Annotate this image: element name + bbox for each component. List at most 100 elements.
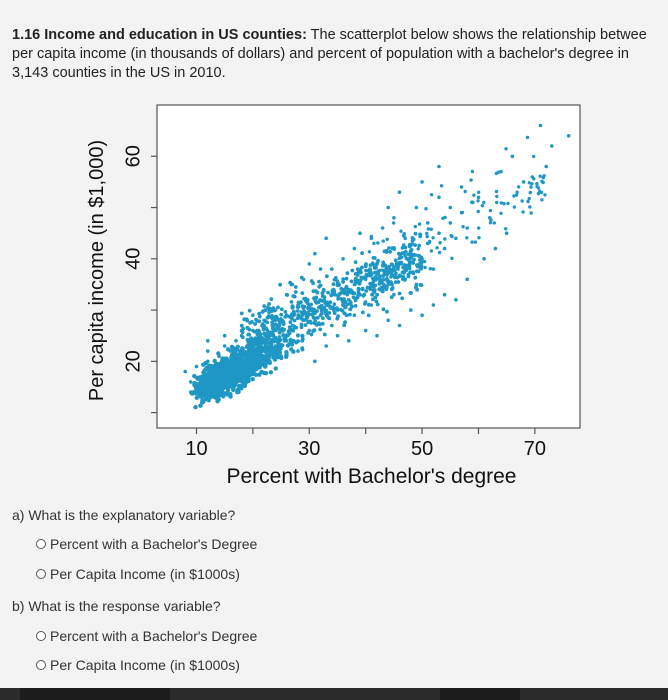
data-point (375, 272, 379, 276)
data-point (244, 317, 249, 322)
data-point (207, 367, 212, 372)
data-point (224, 366, 230, 372)
radio-button[interactable] (36, 631, 46, 641)
data-point (215, 388, 221, 394)
data-point (296, 339, 300, 344)
data-point (222, 333, 227, 338)
data-point (290, 312, 294, 316)
data-point (476, 199, 480, 203)
data-point (492, 221, 496, 225)
data-point (381, 274, 385, 278)
data-point (499, 169, 503, 174)
data-point (330, 292, 334, 297)
data-point (386, 282, 391, 286)
data-point (499, 211, 503, 215)
data-point (262, 359, 267, 364)
question-text-1: The scatterplot below shows the relation… (306, 27, 647, 43)
data-point (425, 234, 429, 239)
data-point (279, 307, 284, 312)
data-point (232, 360, 237, 365)
data-point (393, 280, 398, 284)
data-point (242, 358, 247, 363)
data-point (246, 340, 251, 345)
data-point (347, 339, 351, 343)
data-point (219, 379, 225, 384)
data-point (261, 370, 266, 375)
data-point (245, 326, 250, 330)
data-point (403, 253, 407, 258)
axes-layer: 20 40 60 10 30 50 70 (122, 145, 546, 460)
part-b-option-2[interactable]: Per Capita Income (in $1000s) (36, 657, 240, 673)
data-point (390, 246, 395, 251)
data-point (268, 333, 272, 338)
data-point (257, 311, 261, 316)
data-point (438, 241, 442, 245)
data-point (417, 222, 422, 226)
data-point (366, 313, 371, 318)
data-point (402, 264, 407, 269)
data-point (504, 227, 508, 231)
x-tick-label: 70 (524, 438, 546, 460)
data-point (385, 250, 389, 254)
data-point (409, 248, 414, 252)
bottom-bar-segment (20, 688, 170, 700)
data-point (189, 390, 193, 394)
data-point (360, 286, 365, 291)
data-point (234, 339, 238, 343)
data-point (431, 267, 436, 271)
radio-button[interactable] (36, 660, 46, 670)
data-point (381, 260, 385, 265)
data-point (471, 200, 475, 205)
data-point (443, 237, 447, 241)
data-point (419, 259, 423, 264)
data-point (279, 328, 283, 333)
part-b-option-1[interactable]: Percent with a Bachelor's Degree (36, 628, 257, 644)
radio-button[interactable] (36, 539, 46, 549)
data-point (535, 182, 539, 186)
data-point (287, 331, 292, 336)
data-point (525, 135, 530, 140)
data-point (506, 201, 510, 206)
data-point (429, 193, 434, 197)
data-point (352, 246, 357, 251)
data-point (365, 285, 370, 290)
data-point (225, 385, 230, 390)
data-point (397, 323, 402, 328)
data-point (417, 243, 421, 248)
data-point (495, 200, 499, 205)
data-point (370, 292, 374, 297)
data-point (333, 276, 338, 280)
part-a-option-2[interactable]: Per Capita Income (in $1000s) (36, 566, 240, 582)
data-point (273, 314, 278, 319)
data-point (299, 325, 304, 330)
data-point (384, 285, 388, 290)
data-point (371, 297, 375, 302)
data-point (383, 263, 388, 268)
radio-button[interactable] (36, 569, 46, 579)
data-point (235, 372, 240, 377)
data-point (528, 190, 532, 195)
data-point (271, 354, 276, 359)
data-point (311, 315, 316, 320)
data-point (328, 304, 332, 309)
data-point (371, 256, 376, 260)
data-point (201, 392, 206, 397)
data-point (183, 369, 187, 374)
data-point (242, 366, 248, 371)
data-point (380, 226, 385, 230)
data-point (397, 262, 402, 266)
data-point (307, 308, 312, 312)
data-point (246, 376, 251, 381)
data-point (413, 231, 418, 236)
data-point (374, 299, 379, 304)
option-label: Percent with a Bachelor's Degree (50, 628, 258, 644)
part-a-option-1[interactable]: Percent with a Bachelor's Degree (36, 536, 257, 552)
data-point (206, 339, 210, 343)
data-point (270, 330, 275, 335)
data-point (449, 233, 453, 238)
data-point (343, 299, 348, 304)
data-point (420, 257, 424, 261)
data-point (332, 311, 337, 315)
data-point (265, 320, 270, 325)
data-point (232, 383, 237, 388)
